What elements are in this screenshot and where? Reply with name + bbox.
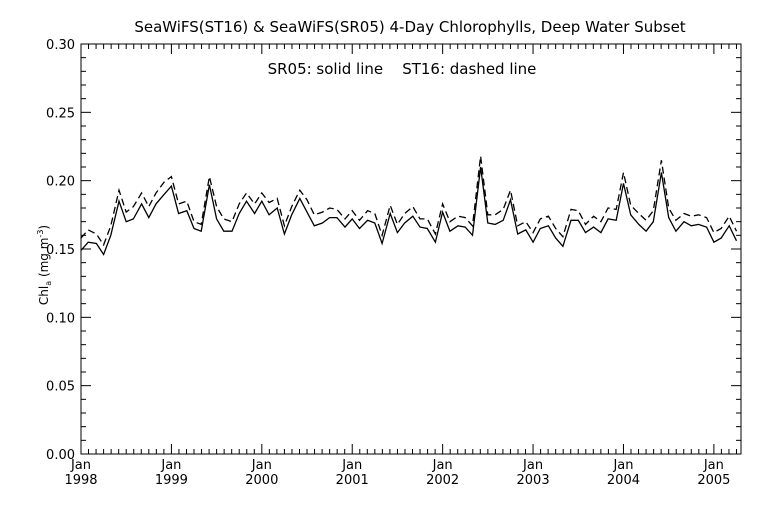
x-tick-year: 2001 — [336, 473, 369, 488]
y-label-units-superscript: -3 — [36, 230, 45, 238]
y-axis-label: Chla (mg m-3) — [36, 225, 53, 305]
x-tick-month: Jan — [341, 458, 362, 473]
x-tick-month: Jan — [160, 458, 181, 473]
x-tick-year: 2005 — [697, 473, 730, 488]
x-tick-month: Jan — [703, 458, 724, 473]
x-tick-year: 2004 — [607, 473, 640, 488]
x-tick-month: Jan — [432, 458, 453, 473]
y-label-units-close: ) — [37, 225, 51, 230]
x-tick-month: Jan — [612, 458, 633, 473]
y-tick-label: 0.15 — [46, 243, 75, 258]
x-tick-month: Jan — [251, 458, 272, 473]
y-tick-label: 0.10 — [46, 311, 75, 326]
plot-frame — [80, 43, 742, 455]
y-tick-label: 0.00 — [46, 448, 75, 463]
series-line-sr05 — [80, 166, 738, 256]
series-annotation: SR05: solid line ST16: dashed line — [268, 60, 537, 78]
series-line-st16 — [80, 156, 738, 247]
x-tick-year: 2000 — [245, 473, 278, 488]
y-label-subscript: a — [44, 281, 53, 286]
y-label-units: (mg m — [37, 238, 51, 281]
y-tick-label: 0.30 — [46, 38, 75, 53]
chart-title: SeaWiFS(ST16) & SeaWiFS(SR05) 4-Day Chlo… — [134, 18, 685, 36]
x-tick-month: Jan — [522, 458, 543, 473]
x-tick-month: Jan — [70, 458, 91, 473]
axis-ticks — [80, 43, 741, 455]
tick-labels: 0.000.050.100.150.200.250.30Jan1998Jan19… — [46, 38, 730, 488]
y-tick-label: 0.20 — [46, 175, 75, 190]
x-tick-year: 2002 — [426, 473, 459, 488]
x-tick-year: 2003 — [517, 473, 550, 488]
series-lines — [80, 156, 738, 256]
x-tick-year: 1998 — [64, 473, 97, 488]
y-tick-label: 0.05 — [46, 380, 75, 395]
y-tick-label: 0.25 — [46, 106, 75, 121]
x-tick-year: 1999 — [155, 473, 188, 488]
y-label-base: Chl — [37, 286, 51, 305]
